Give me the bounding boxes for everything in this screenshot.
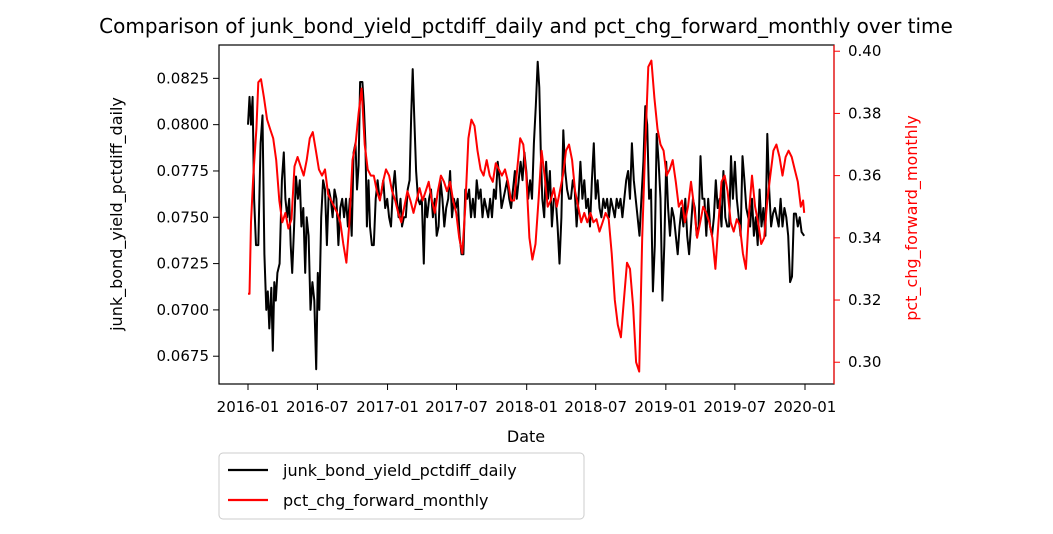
right-tick-label: 0.32	[848, 291, 881, 309]
series-line-pct-chg-forward-monthly	[248, 59, 806, 373]
left-tick-label: 0.0775	[157, 162, 210, 180]
right-tick-label: 0.34	[848, 229, 881, 247]
left-tick-label: 0.0675	[157, 347, 210, 365]
x-tick-label: 2016-07	[286, 398, 349, 416]
right-axis-label: pct_chg_forward_monthly	[902, 115, 922, 321]
legend-label-junk-bond: junk_bond_yield_pctdiff_daily	[282, 461, 517, 481]
left-tick-label: 0.0725	[157, 255, 210, 273]
x-tick-label: 2017-01	[356, 398, 419, 416]
x-tick-label: 2020-01	[774, 398, 837, 416]
legend-box	[218, 452, 585, 520]
left-tick-label: 0.0700	[157, 301, 210, 319]
right-tick-label: 0.30	[848, 353, 881, 371]
right-tick-label: 0.36	[848, 167, 881, 185]
x-axis-ticks: 2016-01 2016-07 2017-01 2017-07 2018-01 2018-…	[217, 384, 837, 416]
left-tick-label: 0.0750	[157, 208, 210, 226]
series-layer	[247, 59, 806, 373]
left-axis-label: junk_bond_yield_pctdiff_daily	[107, 97, 127, 332]
legend-label-pct-chg: pct_chg_forward_monthly	[283, 491, 489, 511]
x-tick-label: 2019-01	[635, 398, 698, 416]
left-tick-label: 0.0825	[157, 69, 210, 87]
x-tick-label: 2018-07	[564, 398, 627, 416]
x-axis-label: Date	[507, 427, 545, 446]
legend: junk_bond_yield_pctdiff_daily pct_chg_fo…	[218, 452, 585, 520]
chart-title: Comparison of junk_bond_yield_pctdiff_da…	[99, 14, 953, 38]
x-tick-label: 2017-07	[425, 398, 488, 416]
x-tick-label: 2019-07	[704, 398, 767, 416]
right-axis-ticks: 0.30 0.32 0.34 0.36 0.38 0.40	[834, 42, 881, 371]
right-tick-label: 0.40	[848, 42, 881, 60]
left-axis-ticks: 0.0675 0.0700 0.0725 0.0750 0.0775 0.0800 0.08…	[157, 69, 219, 365]
right-tick-label: 0.38	[848, 104, 881, 122]
series-line-junk-bond-yield-pctdiff-daily	[247, 60, 806, 371]
left-tick-label: 0.0800	[157, 116, 210, 134]
x-tick-label: 2018-01	[495, 398, 558, 416]
x-tick-label: 2016-01	[217, 398, 280, 416]
